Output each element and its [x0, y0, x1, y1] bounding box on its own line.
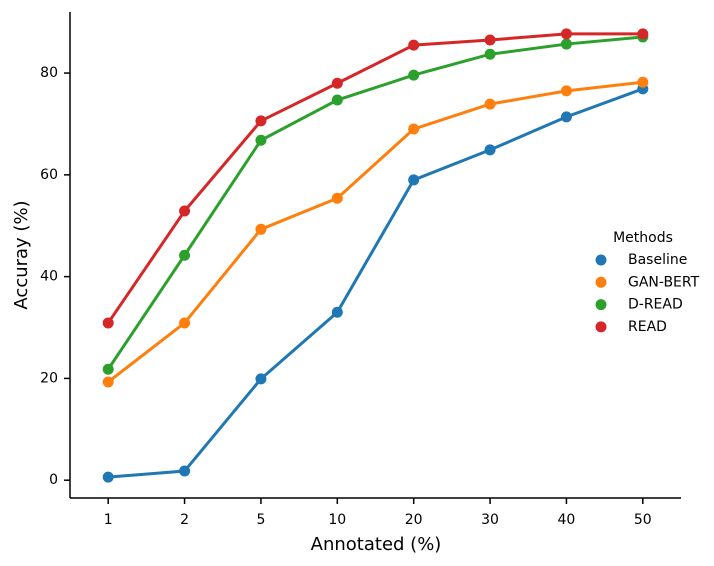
- legend-label: Baseline: [628, 252, 687, 268]
- x-tick-label: 5: [256, 512, 265, 528]
- marker: [408, 174, 420, 186]
- legend-title: Methods: [613, 230, 673, 246]
- marker: [331, 77, 343, 89]
- marker: [331, 192, 343, 204]
- marker: [179, 205, 191, 217]
- x-tick-label: 1: [104, 512, 113, 528]
- marker: [408, 123, 420, 135]
- y-axis-label: Accuray (%): [11, 200, 32, 309]
- marker: [560, 85, 572, 97]
- x-tick-label: 30: [481, 512, 499, 528]
- legend-marker: [595, 321, 607, 333]
- marker: [484, 48, 496, 60]
- marker: [484, 144, 496, 156]
- legend-marker: [595, 254, 607, 266]
- marker: [637, 28, 649, 40]
- marker: [408, 39, 420, 51]
- marker: [560, 38, 572, 50]
- x-tick-label: 50: [634, 512, 652, 528]
- marker: [560, 28, 572, 40]
- marker: [637, 76, 649, 88]
- marker: [179, 465, 191, 477]
- line: [106, 32, 643, 324]
- marker: [179, 249, 191, 261]
- marker: [255, 115, 267, 127]
- marker: [102, 363, 114, 375]
- y-tick-label: 20: [40, 370, 58, 386]
- marker: [102, 471, 114, 483]
- y-tick-label: 0: [49, 472, 58, 488]
- marker: [179, 317, 191, 329]
- marker: [408, 69, 420, 81]
- legend-label: D-READ: [628, 297, 683, 313]
- x-tick-label: 2: [180, 512, 189, 528]
- legend-label: READ: [628, 319, 667, 335]
- x-tick-label: 20: [405, 512, 423, 528]
- y-tick-label: 80: [40, 65, 58, 81]
- marker: [331, 306, 343, 318]
- marker: [255, 134, 267, 146]
- legend-label: GAN-BERT: [628, 274, 700, 290]
- marker: [102, 317, 114, 329]
- x-tick-label: 40: [558, 512, 576, 528]
- x-axis-label: Annotated (%): [311, 534, 442, 555]
- marker: [484, 34, 496, 46]
- marker: [255, 373, 267, 385]
- marker: [484, 98, 496, 110]
- y-tick-label: 60: [40, 167, 58, 183]
- x-tick-label: 10: [328, 512, 346, 528]
- marker: [331, 94, 343, 106]
- line: [107, 80, 643, 384]
- y-tick-label: 40: [40, 269, 58, 285]
- marker: [255, 223, 267, 235]
- marker: [560, 111, 572, 123]
- legend-marker: [595, 276, 607, 288]
- legend-marker: [595, 299, 607, 311]
- marker: [102, 376, 114, 388]
- line: [106, 35, 643, 371]
- line: [108, 87, 644, 479]
